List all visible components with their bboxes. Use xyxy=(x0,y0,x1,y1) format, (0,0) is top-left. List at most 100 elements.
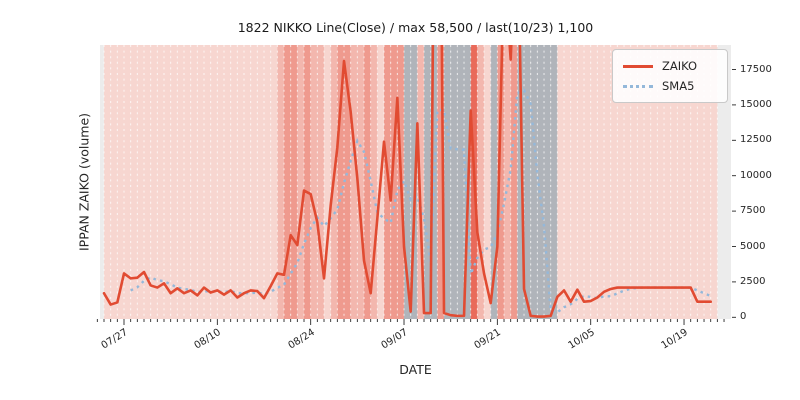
day-band xyxy=(310,45,318,319)
y-tick-label: 2500 xyxy=(740,275,766,287)
legend-item-sma5: SMA5 xyxy=(613,79,727,93)
day-band xyxy=(404,45,411,319)
zaiko-line-swatch xyxy=(623,64,653,68)
day-band xyxy=(170,45,178,319)
day-band xyxy=(304,45,311,319)
day-band xyxy=(444,45,451,319)
day-band xyxy=(624,45,631,319)
day-band xyxy=(484,45,491,319)
day-band xyxy=(497,45,505,319)
day-band xyxy=(650,45,658,319)
day-band xyxy=(150,45,158,319)
day-band xyxy=(597,45,605,319)
day-band xyxy=(664,45,671,319)
day-band xyxy=(137,45,145,319)
day-band xyxy=(577,45,585,319)
day-band xyxy=(257,45,265,319)
day-band xyxy=(110,45,118,319)
day-band xyxy=(504,45,511,319)
day-band xyxy=(297,45,305,319)
day-band xyxy=(337,45,345,319)
day-band xyxy=(704,45,711,319)
day-band xyxy=(144,45,151,319)
day-band xyxy=(237,45,245,319)
legend-item-zaiko: ZAIKO xyxy=(613,59,727,73)
day-band xyxy=(684,45,691,319)
day-band xyxy=(177,45,185,319)
legend-label-zaiko: ZAIKO xyxy=(662,59,698,73)
day-band xyxy=(564,45,571,319)
day-band xyxy=(210,45,218,319)
day-band xyxy=(690,45,698,319)
day-band xyxy=(590,45,598,319)
day-band xyxy=(510,45,518,319)
day-band xyxy=(284,45,291,319)
day-band xyxy=(190,45,198,319)
day-band xyxy=(230,45,238,319)
day-band xyxy=(277,45,285,319)
day-band xyxy=(324,45,331,319)
day-band xyxy=(250,45,258,319)
day-band xyxy=(290,45,298,319)
day-band xyxy=(617,45,625,319)
day-band xyxy=(164,45,171,319)
day-band xyxy=(157,45,165,319)
day-band xyxy=(517,45,525,319)
legend-label-sma5: SMA5 xyxy=(662,79,695,93)
day-band xyxy=(264,45,271,319)
chart-canvas xyxy=(102,45,718,319)
day-band xyxy=(130,45,138,319)
day-band xyxy=(630,45,638,319)
y-tick-label: 15000 xyxy=(740,98,772,110)
day-band xyxy=(457,45,465,319)
day-band xyxy=(544,45,551,319)
day-band xyxy=(344,45,351,319)
day-band xyxy=(317,45,325,319)
y-tick-label: 17500 xyxy=(740,63,772,75)
day-band xyxy=(117,45,125,319)
y-tick-label: 7500 xyxy=(740,205,766,217)
day-band xyxy=(610,45,618,319)
day-band xyxy=(557,45,565,319)
day-band xyxy=(710,45,718,319)
day-band xyxy=(524,45,531,319)
day-band xyxy=(670,45,678,319)
day-band xyxy=(357,45,365,319)
day-band xyxy=(604,45,611,319)
day-band xyxy=(450,45,458,319)
day-band xyxy=(570,45,578,319)
day-band xyxy=(370,45,378,319)
day-band xyxy=(270,45,278,319)
day-band xyxy=(550,45,558,319)
day-band xyxy=(677,45,685,319)
day-band xyxy=(490,45,498,319)
day-band xyxy=(477,45,485,319)
y-tick-label: 5000 xyxy=(740,240,766,252)
day-band xyxy=(184,45,191,319)
day-band xyxy=(644,45,651,319)
x-axis-label: DATE xyxy=(399,362,432,377)
day-band xyxy=(697,45,705,319)
y-tick-label: 10000 xyxy=(740,169,772,181)
day-band xyxy=(530,45,538,319)
day-band xyxy=(224,45,231,319)
day-band xyxy=(104,45,111,319)
day-band xyxy=(364,45,371,319)
legend: ZAIKO SMA5 xyxy=(612,49,728,103)
day-band xyxy=(437,45,445,319)
day-band xyxy=(637,45,645,319)
y-axis-label: IPPAN ZAIKO (volume) xyxy=(76,112,92,252)
day-band xyxy=(204,45,211,319)
day-band xyxy=(217,45,225,319)
chart-title: 1822 NIKKO Line(Close) / max 58,500 / la… xyxy=(237,20,594,35)
day-band xyxy=(657,45,665,319)
day-band xyxy=(390,45,398,319)
y-tick-label: 0 xyxy=(740,311,747,323)
day-band xyxy=(424,45,431,319)
sma5-line-swatch xyxy=(623,84,653,88)
day-band xyxy=(537,45,545,319)
day-band xyxy=(584,45,591,319)
y-tick-label: 12500 xyxy=(740,134,772,146)
day-bands xyxy=(104,45,718,319)
